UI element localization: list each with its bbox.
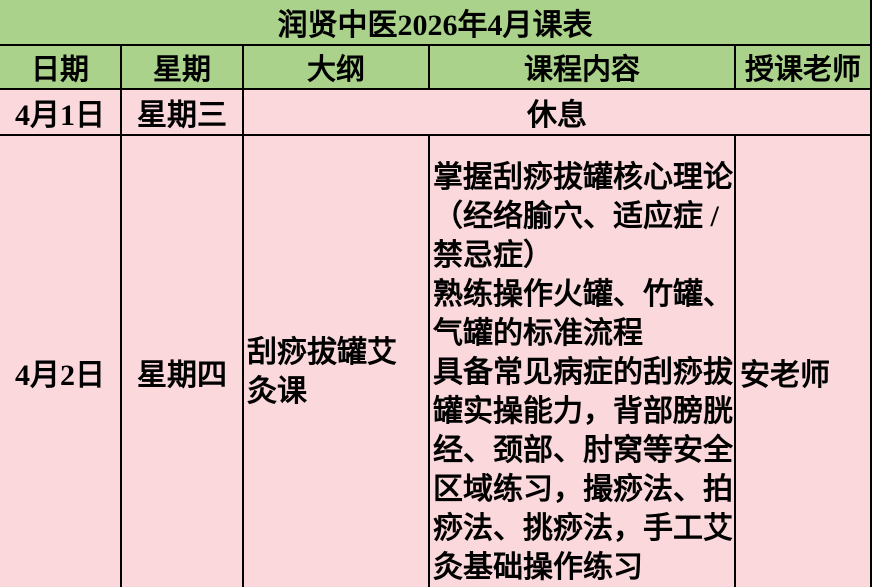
table-row-class-day: 4月2日 星期四 刮痧拔罐艾灸课 掌握刮痧拔罐核心理论（经络腧穴、适应症 / 禁… xyxy=(0,134,873,587)
rest-note-cell: 休息 xyxy=(241,88,873,136)
course-content-cell: 掌握刮痧拔罐核心理论（经络腧穴、适应症 / 禁忌症） 熟练操作火罐、竹罐、气罐的… xyxy=(428,134,736,587)
date-cell: 4月1日 xyxy=(0,88,122,136)
page-title: 润贤中医2026年4月课表 xyxy=(0,0,873,46)
weekday-cell: 星期三 xyxy=(120,88,244,136)
title-row: 润贤中医2026年4月课表 xyxy=(0,0,873,46)
column-header-teacher: 授课老师 xyxy=(733,44,873,90)
weekday-cell: 星期四 xyxy=(120,134,244,587)
date-cell: 4月2日 xyxy=(0,134,122,587)
column-header-content: 课程内容 xyxy=(428,44,736,90)
teacher-cell: 安老师 xyxy=(733,134,873,587)
outline-cell: 刮痧拔罐艾灸课 xyxy=(242,134,430,587)
table-row-rest-day: 4月1日 星期三 休息 xyxy=(0,88,873,136)
column-header-date: 日期 xyxy=(0,44,122,90)
header-row: 日期 星期 大纲 课程内容 授课老师 xyxy=(0,44,873,90)
column-header-weekday: 星期 xyxy=(120,44,244,90)
column-header-outline: 大纲 xyxy=(242,44,430,90)
